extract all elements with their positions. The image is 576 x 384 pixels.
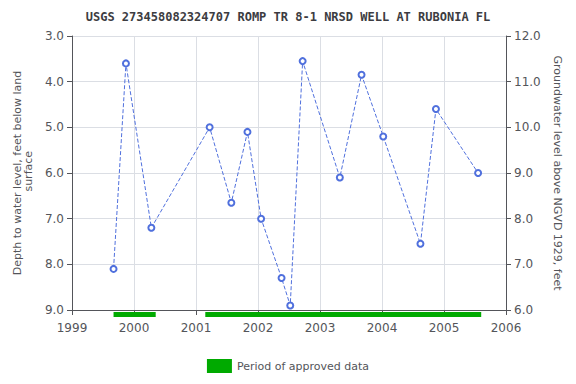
- svg-text:1999: 1999: [57, 321, 88, 335]
- svg-text:6.0: 6.0: [514, 303, 533, 317]
- svg-text:USGS 273458082324707 ROMP TR 8: USGS 273458082324707 ROMP TR 8-1 NRSD WE…: [86, 10, 491, 24]
- svg-text:9.0: 9.0: [514, 166, 533, 180]
- svg-text:5.0: 5.0: [45, 120, 64, 134]
- svg-text:2001: 2001: [181, 321, 212, 335]
- svg-text:2004: 2004: [367, 321, 398, 335]
- svg-text:2006: 2006: [491, 321, 522, 335]
- svg-text:Period of approved data: Period of approved data: [237, 360, 369, 373]
- svg-text:surface: surface: [22, 151, 35, 195]
- svg-text:10.0: 10.0: [514, 120, 541, 134]
- svg-text:11.0: 11.0: [514, 75, 541, 89]
- svg-text:3.0: 3.0: [45, 29, 64, 43]
- svg-text:Depth to water level, feet bel: Depth to water level, feet below land: [11, 70, 24, 276]
- svg-text:9.0: 9.0: [45, 303, 64, 317]
- svg-text:2002: 2002: [243, 321, 274, 335]
- svg-text:8.0: 8.0: [514, 212, 533, 226]
- svg-text:Groundwater level above NGVD 1: Groundwater level above NGVD 1929, feet: [551, 55, 564, 291]
- svg-text:2005: 2005: [429, 321, 460, 335]
- svg-text:2000: 2000: [119, 321, 150, 335]
- svg-text:7.0: 7.0: [514, 257, 533, 271]
- svg-text:6.0: 6.0: [45, 166, 64, 180]
- svg-text:2003: 2003: [305, 321, 336, 335]
- svg-text:4.0: 4.0: [45, 75, 64, 89]
- svg-text:7.0: 7.0: [45, 212, 64, 226]
- svg-text:12.0: 12.0: [514, 29, 541, 43]
- svg-text:8.0: 8.0: [45, 257, 64, 271]
